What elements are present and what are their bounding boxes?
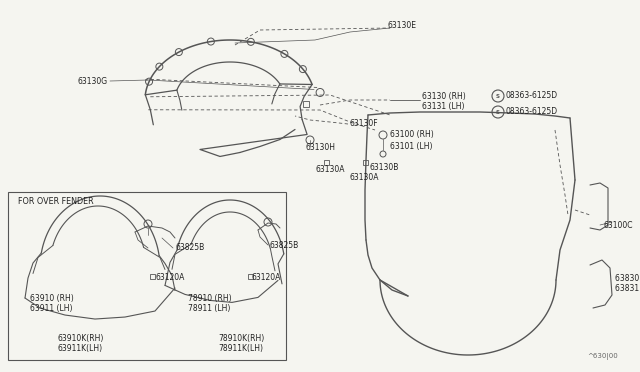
Text: 63825B: 63825B bbox=[270, 241, 300, 250]
Text: ^630|00: ^630|00 bbox=[588, 353, 618, 360]
Text: 78911K(LH): 78911K(LH) bbox=[218, 343, 263, 353]
Text: 63100 (RH): 63100 (RH) bbox=[390, 131, 434, 140]
Bar bbox=[303, 102, 309, 108]
Text: 63130 (RH): 63130 (RH) bbox=[422, 92, 466, 100]
Text: 63825B: 63825B bbox=[175, 244, 204, 253]
Text: 63130G: 63130G bbox=[78, 77, 108, 86]
Bar bbox=[150, 273, 154, 279]
Text: 63910 (RH): 63910 (RH) bbox=[30, 294, 74, 302]
Bar bbox=[8, 192, 286, 360]
Text: 63131 (LH): 63131 (LH) bbox=[422, 103, 465, 112]
Text: 78910K(RH): 78910K(RH) bbox=[218, 334, 264, 343]
Bar bbox=[323, 160, 328, 164]
Text: 08363-6125D: 08363-6125D bbox=[506, 108, 558, 116]
Bar bbox=[362, 160, 367, 164]
Text: 63120A: 63120A bbox=[155, 273, 184, 282]
Text: 63830 (RH): 63830 (RH) bbox=[615, 273, 640, 282]
Text: 78910 (RH): 78910 (RH) bbox=[188, 294, 232, 302]
Text: 63911 (LH): 63911 (LH) bbox=[30, 304, 72, 312]
Text: 63831 (LH): 63831 (LH) bbox=[615, 285, 640, 294]
Text: 08363-6125D: 08363-6125D bbox=[506, 92, 558, 100]
Text: 63130A: 63130A bbox=[315, 166, 344, 174]
Text: 63130B: 63130B bbox=[370, 164, 399, 173]
Text: S: S bbox=[496, 93, 500, 99]
Text: 63120A: 63120A bbox=[252, 273, 282, 282]
Text: FOR OVER FENDER: FOR OVER FENDER bbox=[18, 198, 93, 206]
Text: 63130E: 63130E bbox=[388, 20, 417, 29]
Text: 63130F: 63130F bbox=[350, 119, 379, 128]
Text: 63910K(RH): 63910K(RH) bbox=[58, 334, 104, 343]
Text: 78911 (LH): 78911 (LH) bbox=[188, 304, 230, 312]
Text: 63100C: 63100C bbox=[603, 221, 632, 230]
Bar bbox=[248, 273, 253, 279]
Text: S: S bbox=[496, 109, 500, 115]
Text: 63911K(LH): 63911K(LH) bbox=[58, 343, 103, 353]
Text: 63101 (LH): 63101 (LH) bbox=[390, 141, 433, 151]
Text: 63130A: 63130A bbox=[350, 173, 380, 183]
Text: 63130H: 63130H bbox=[305, 144, 335, 153]
